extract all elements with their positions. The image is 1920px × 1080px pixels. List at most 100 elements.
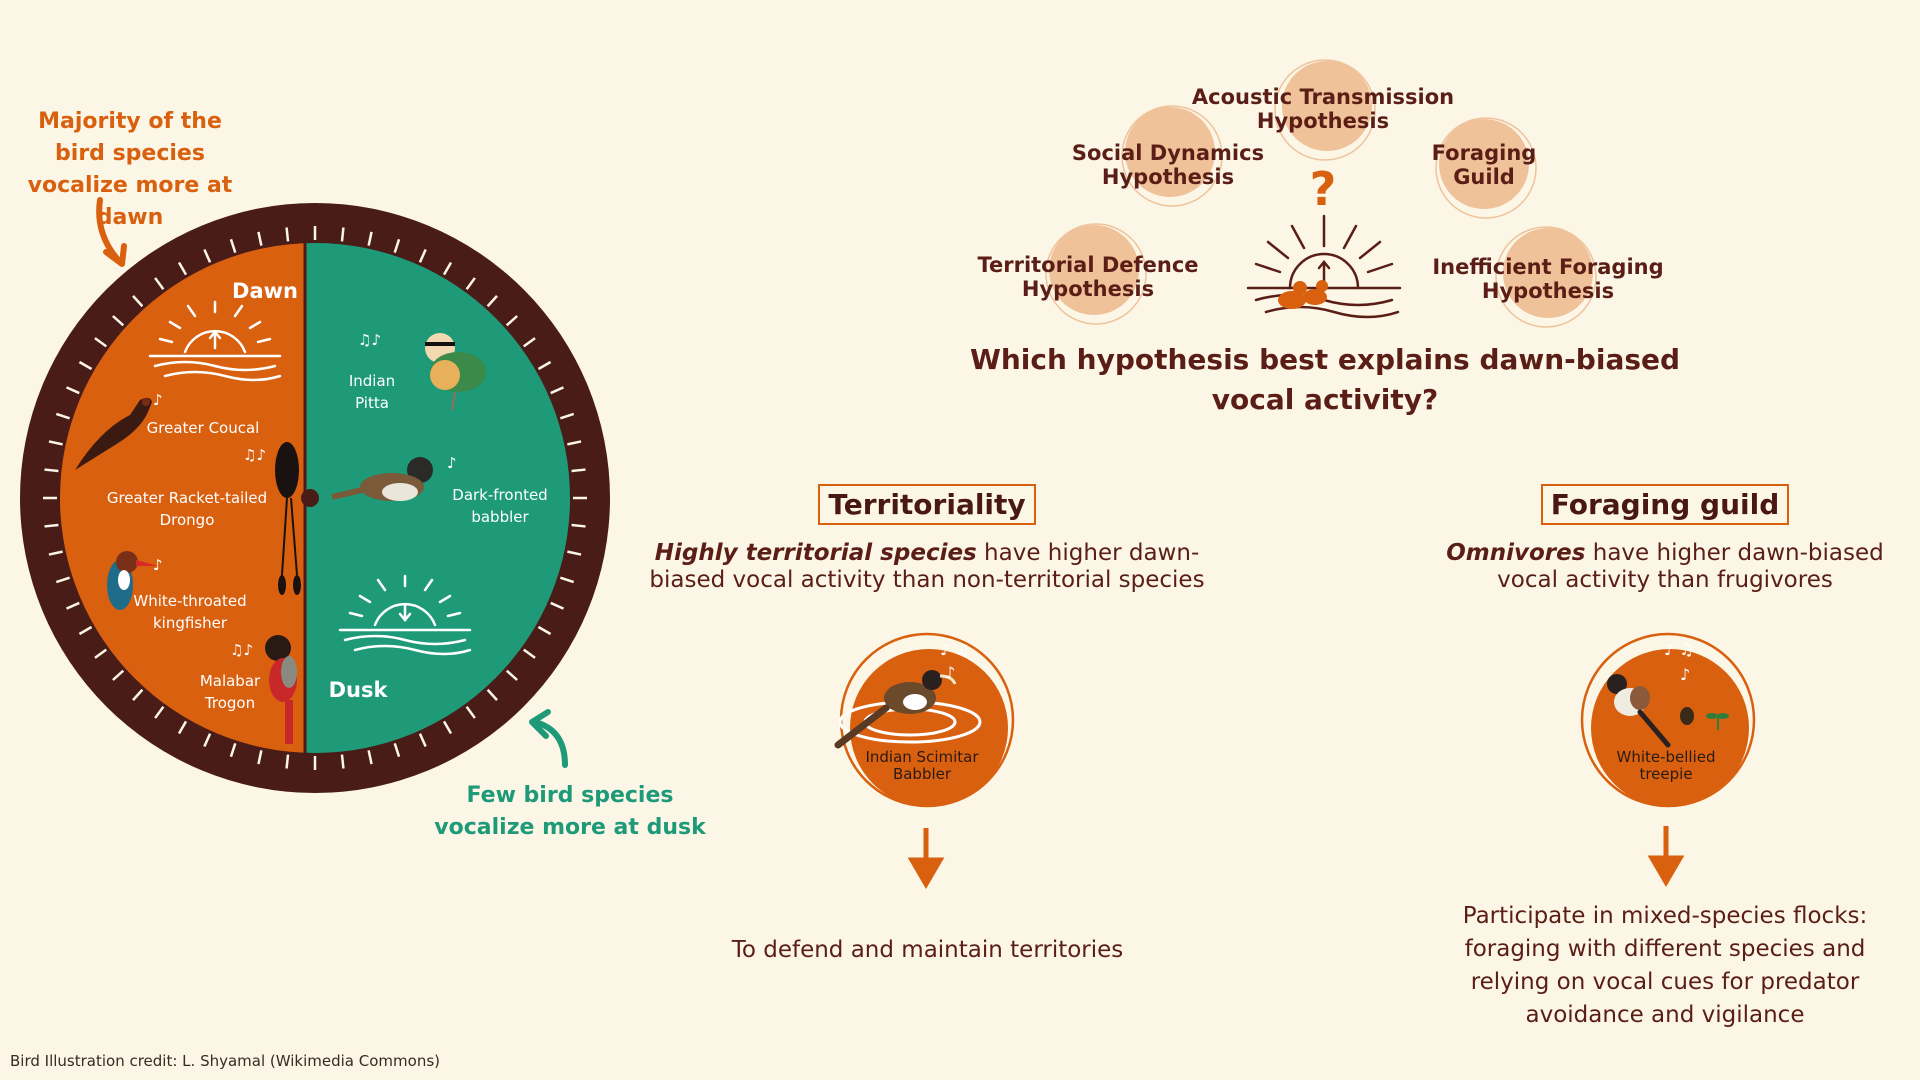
dusk-label: Dusk <box>329 678 389 702</box>
hyp1-line: Social Dynamics <box>1072 141 1264 165</box>
hyp0-line: Acoustic Transmission <box>1192 85 1454 109</box>
territoriality-conclusion: To defend and maintain territories <box>731 937 1124 963</box>
bird-label-drongo: Greater Racket-tailed Drongo <box>107 489 267 529</box>
clock-tick <box>486 295 498 308</box>
down-arrow-icon <box>907 828 945 889</box>
hyp4-line: Hypothesis <box>1482 279 1614 303</box>
clock-tick <box>177 720 188 735</box>
bird-label-greater-coucal: Greater Coucal <box>147 419 260 437</box>
lbl-trogon-line: Malabar <box>200 672 261 690</box>
main-question: Which hypothesis best explains dawn-bias… <box>969 343 1681 416</box>
clock-tick <box>285 227 290 242</box>
indian-pitta-icon <box>425 333 486 411</box>
down-arrow-icon <box>1647 826 1685 887</box>
foraging-desc-rest: have higher dawn-biased vocal activity t… <box>1497 540 1884 593</box>
music-note-icon: ♪ <box>945 663 955 682</box>
hypothesis-label-acoustic: Acoustic Transmission Hypothesis <box>1192 85 1454 133</box>
bird-label-scimitar-babbler: Indian Scimitar Babbler <box>865 748 979 783</box>
music-note-icon: ♪ <box>153 556 163 574</box>
dawn-dusk-clock: Dawn Dusk <box>20 203 610 793</box>
clock-tick <box>78 360 93 371</box>
bird-label-kingfisher: White-throated kingfisher <box>133 592 246 632</box>
hypothesis-foraging-guild <box>1435 117 1537 219</box>
clock-tick <box>48 550 63 556</box>
lbl-pitta-line: Indian <box>349 372 395 390</box>
clock-tick <box>203 249 212 263</box>
bird-label-malabar-trogon: Malabar Trogon <box>200 672 261 712</box>
clock-tick <box>550 601 564 610</box>
indian-scimitar-babbler-icon <box>834 670 957 749</box>
dusk-callout-arrow <box>532 719 568 768</box>
music-note-icon: ♪ <box>1680 665 1690 684</box>
hyp2-line: Guild <box>1453 165 1515 189</box>
malabar-trogon-icon <box>265 635 297 744</box>
foraging-title: Foraging guild <box>1540 484 1790 525</box>
clock-tick <box>418 249 427 263</box>
clock-tick <box>112 315 125 327</box>
bird-label-indian-pitta: Indian Pitta <box>349 372 395 412</box>
seedling-icon <box>1706 713 1729 730</box>
lbl-pitta-line: Pitta <box>355 394 389 412</box>
clock-tick <box>285 754 290 769</box>
clock-tick <box>132 295 144 308</box>
territoriality-description: Highly territorial species have higher d… <box>622 540 1232 594</box>
clock-tick <box>94 337 108 348</box>
clock-tick <box>367 750 373 765</box>
hypothesis-label-foraging: Foraging Guild <box>1432 141 1537 189</box>
bird-label-treepie: White-bellied treepie <box>1616 748 1715 783</box>
lbl-trogon-line: Trogon <box>204 694 255 712</box>
hypothesis-label-social: Social Dynamics Hypothesis <box>1072 141 1264 189</box>
clock-tick <box>522 648 536 659</box>
clock-tick <box>66 601 80 610</box>
clock-center <box>301 489 319 507</box>
clock-tick <box>257 231 263 246</box>
territoriality-desc-emphasis: Highly territorial species <box>654 540 977 566</box>
hyp4-line: Inefficient Foraging <box>1432 255 1663 279</box>
clock-tick <box>567 440 582 446</box>
illustration-credit: Bird Illustration credit: L. Shyamal (Wi… <box>10 1052 440 1070</box>
music-note-icon: ♪ <box>447 454 457 472</box>
clock-tick <box>559 576 575 584</box>
clock-tick <box>257 750 263 765</box>
territoriality-desc-rest: have higher dawn-biased vocal activity t… <box>649 540 1205 593</box>
territoriality-badge: ♪ ♫ ♪ Indian Scimitar Babbler <box>834 632 1015 808</box>
clock-tick <box>78 625 93 636</box>
sunset-icon <box>338 574 472 656</box>
clock-tick <box>66 386 80 395</box>
music-note-icon: ♪ ♫ <box>1664 640 1694 659</box>
drongo-icon <box>275 442 301 595</box>
dark-fronted-babbler-icon <box>331 457 433 501</box>
hypothesis-label-territorial: Territorial Defence Hypothesis <box>977 253 1198 301</box>
clock-tick <box>418 733 427 747</box>
dawn-label: Dawn <box>232 279 298 303</box>
clock-tick <box>340 227 345 242</box>
clock-tick <box>393 238 401 254</box>
music-note-icon: ♫♪ <box>230 641 253 659</box>
music-note-icon: ♪ ♫ <box>940 640 970 659</box>
dusk-callout: Few bird species vocalize more at dusk <box>434 783 706 840</box>
terr-bird-line: Babbler <box>893 765 952 783</box>
clock-tick <box>229 238 237 254</box>
clock-tick <box>537 625 552 636</box>
hyp3-line: Territorial Defence <box>977 253 1198 277</box>
clock-tick <box>154 705 165 719</box>
white-bellied-treepie-icon <box>1607 674 1671 748</box>
hypothesis-inefficient-foraging <box>1495 226 1597 328</box>
hyp1-line: Hypothesis <box>1102 165 1234 189</box>
clock-tick <box>465 277 476 291</box>
clock-tick <box>559 412 575 420</box>
clock-tick <box>393 742 401 758</box>
clock-tick <box>48 440 63 446</box>
hypothesis-acoustic-transmission <box>1274 59 1376 161</box>
bird-pair-icon <box>1278 280 1328 309</box>
clock-tick <box>44 468 59 473</box>
clock-tick <box>94 648 108 659</box>
foraging-badge: ♪ ♫ ♪ White-bellied treepie <box>1580 632 1756 808</box>
kingfisher-icon <box>107 551 158 610</box>
for-bird-line: White-bellied <box>1616 748 1715 766</box>
territoriality-header: Territoriality <box>622 484 1232 525</box>
clock-tick <box>55 412 71 420</box>
sunrise-icon <box>148 300 282 382</box>
